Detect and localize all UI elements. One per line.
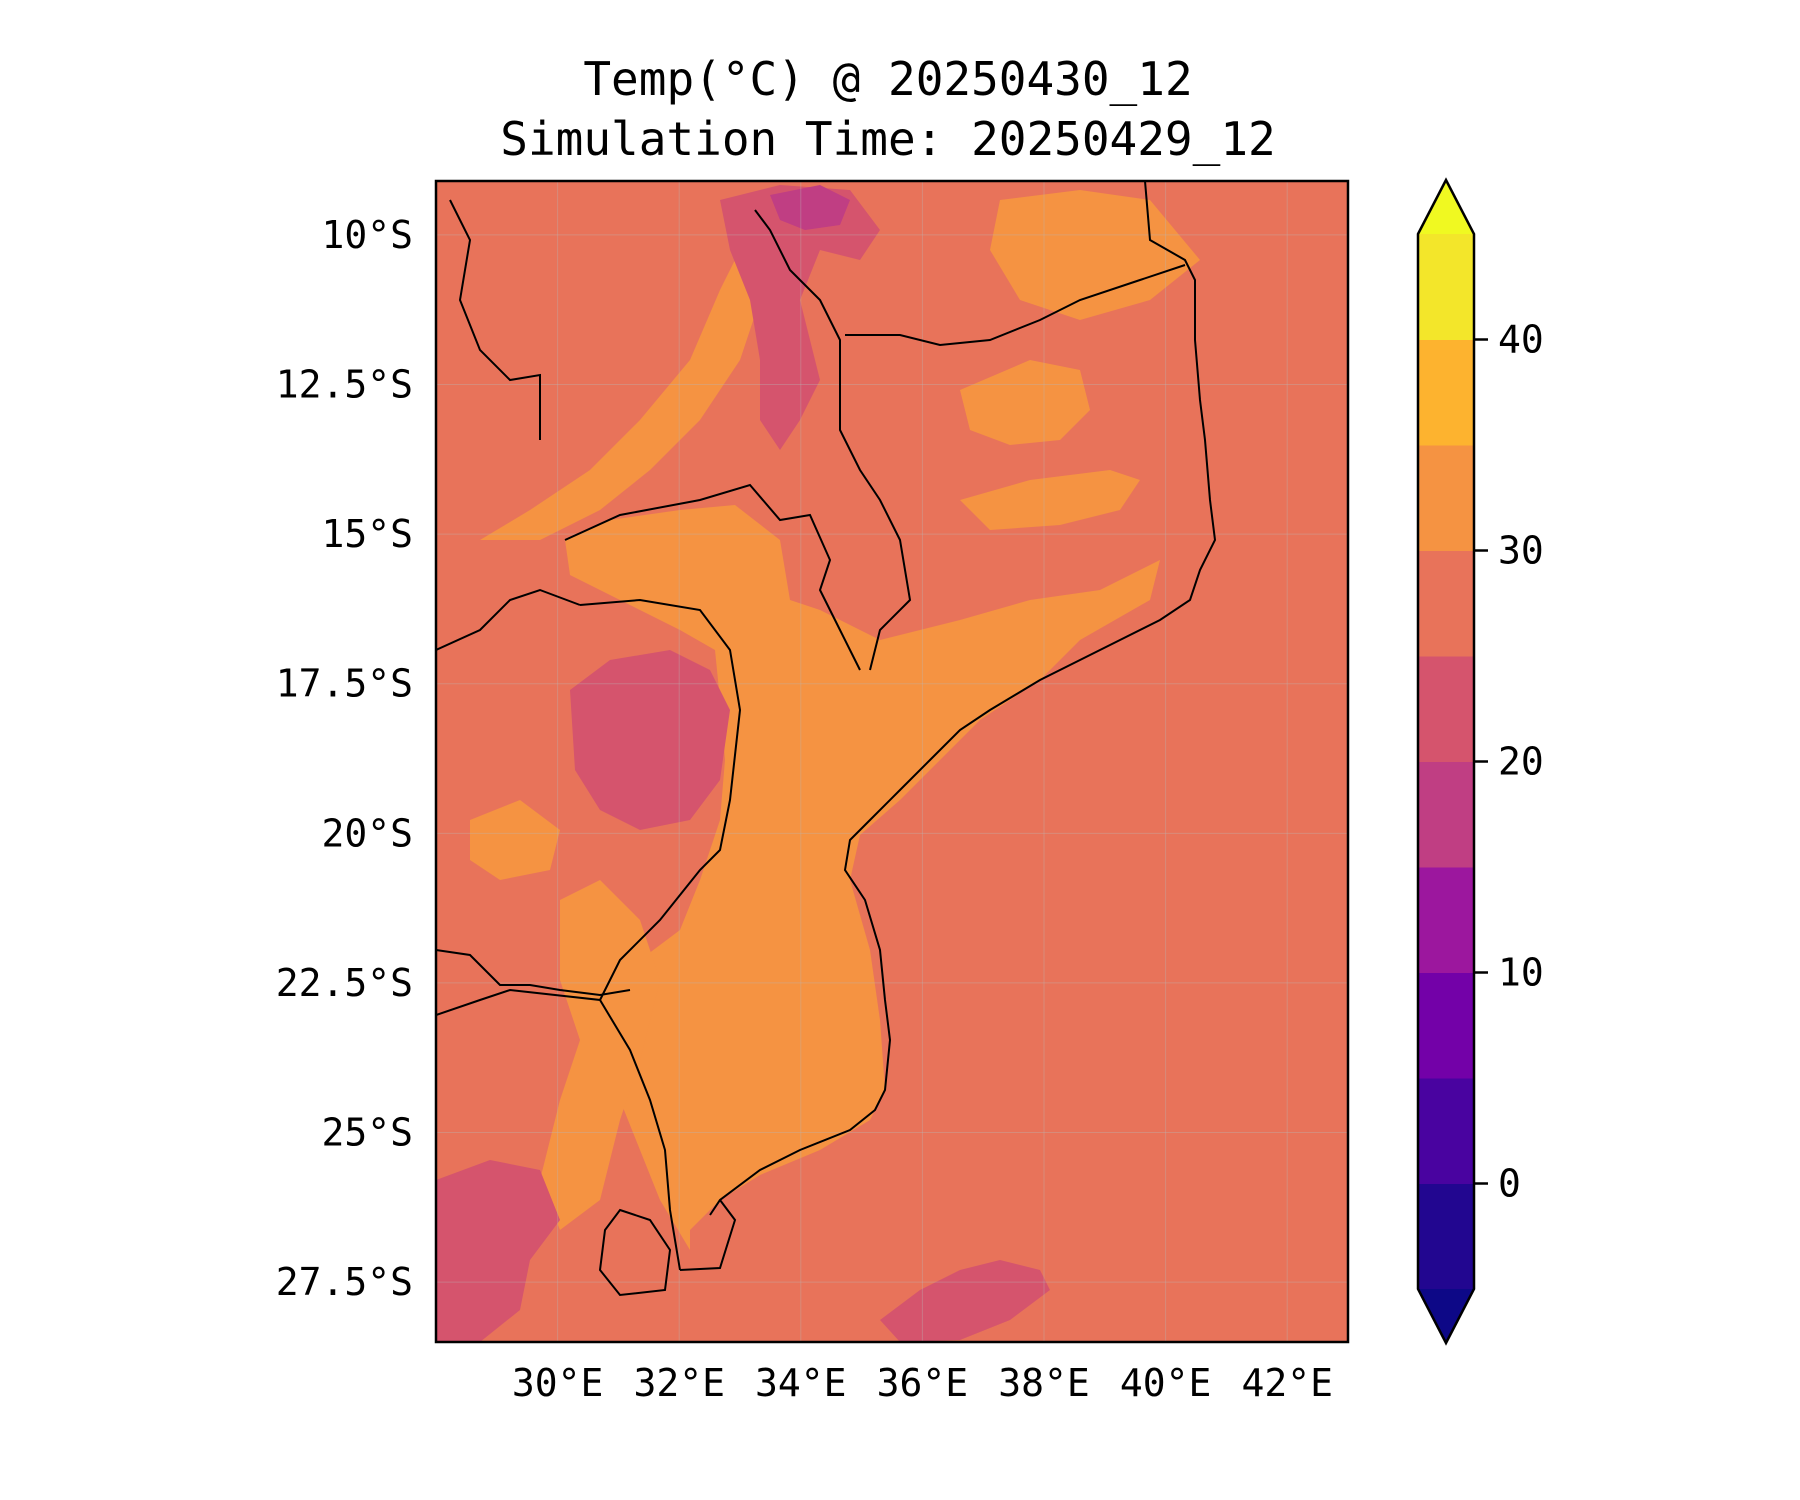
warm-region-limpopo — [540, 880, 660, 1230]
cool-region-ocean-south — [880, 1260, 1050, 1342]
zambia-zimbabwe-border — [436, 588, 581, 651]
lat-tick-label: 10°S — [321, 213, 413, 257]
lon-tick-label: 40°E — [1120, 1361, 1212, 1405]
colorbar-segment — [1418, 867, 1474, 973]
warm-region-luangwa — [480, 250, 760, 540]
coastline — [709, 181, 1217, 1216]
map-title-line-1: Temp(°C) @ 20250430_12 — [583, 52, 1192, 106]
warm-region-zimbabwe-west — [470, 800, 560, 880]
graticule — [436, 181, 1348, 1342]
temperature-map — [436, 181, 1348, 1342]
tanzania-mozambique-border — [845, 264, 1186, 347]
warm-region-mozambique — [565, 505, 1160, 1250]
colorbar-outline — [1416, 177, 1476, 1346]
lat-tick-label: 15°S — [321, 512, 413, 556]
south-africa-border — [436, 988, 681, 1271]
lon-tick-label: 42°E — [1241, 1361, 1333, 1405]
colorbar-extend-max — [1418, 180, 1474, 234]
lat-tick-label: 17.5°S — [276, 662, 413, 706]
zimbabwe-mozambique-border — [579, 598, 742, 1001]
country-borders — [436, 181, 1217, 1297]
longitude-labels: 30°E 32°E 34°E 36°E 38°E 40°E 42°E — [512, 1361, 1333, 1405]
lon-tick-label: 34°E — [755, 1361, 847, 1405]
map-frame — [434, 179, 1350, 1344]
colorbar-segment — [1418, 445, 1474, 551]
cooler-region-nyika — [770, 185, 850, 230]
eswatini-border — [598, 1208, 672, 1297]
lat-tick-label: 22.5°S — [276, 961, 413, 1005]
colorbar-segment — [1418, 339, 1474, 446]
colorbar-tick-label: 10 — [1498, 951, 1544, 995]
cool-region-south-africa — [436, 1160, 560, 1342]
colorbar-tick-label: 20 — [1498, 740, 1544, 784]
colorbar-segment — [1418, 1183, 1474, 1290]
botswana-border — [436, 949, 631, 997]
cool-region-malawi-highlands — [720, 185, 880, 450]
colorbar-segment — [1418, 972, 1474, 1079]
malawi-border — [754, 209, 912, 671]
zambia-tanzania-border — [449, 199, 541, 440]
lon-tick-label: 38°E — [998, 1361, 1090, 1405]
cool-region-zimbabwe-plateau — [570, 650, 730, 830]
colorbar-segment — [1418, 1078, 1474, 1184]
colorbar-segment — [1418, 761, 1474, 868]
colorbar-segment — [1418, 550, 1474, 657]
colorbar-extend-min — [1418, 1289, 1474, 1343]
lon-tick-label: 32°E — [633, 1361, 725, 1405]
colorbar-tick-label: 30 — [1498, 529, 1544, 573]
latitude-labels: 10°S 12.5°S 15°S 17.5°S 20°S 22.5°S 25°S 27.5°S — [276, 213, 413, 1304]
lat-tick-label: 20°S — [321, 811, 413, 855]
lesotho-south-border — [679, 1199, 737, 1271]
lon-tick-label: 36°E — [877, 1361, 969, 1405]
colorbar: 0 10 20 30 40 — [1416, 177, 1544, 1346]
warm-region-niassa — [960, 360, 1090, 445]
map-title-line-2: Simulation Time: 20250429_12 — [500, 112, 1275, 166]
lat-tick-label: 25°S — [321, 1111, 413, 1155]
zambia-mozambique-border — [564, 483, 861, 671]
warm-region-tanzania — [990, 190, 1200, 320]
lat-tick-label: 12.5°S — [276, 362, 413, 406]
colorbar-segment — [1418, 656, 1474, 762]
colorbar-tick-label: 0 — [1498, 1162, 1521, 1206]
colorbar-segment — [1418, 234, 1474, 340]
warm-region-nampula — [960, 470, 1140, 530]
colorbar-tick-label: 40 — [1498, 318, 1544, 362]
lon-tick-label: 30°E — [512, 1361, 604, 1405]
lat-tick-label: 27.5°S — [276, 1260, 413, 1304]
